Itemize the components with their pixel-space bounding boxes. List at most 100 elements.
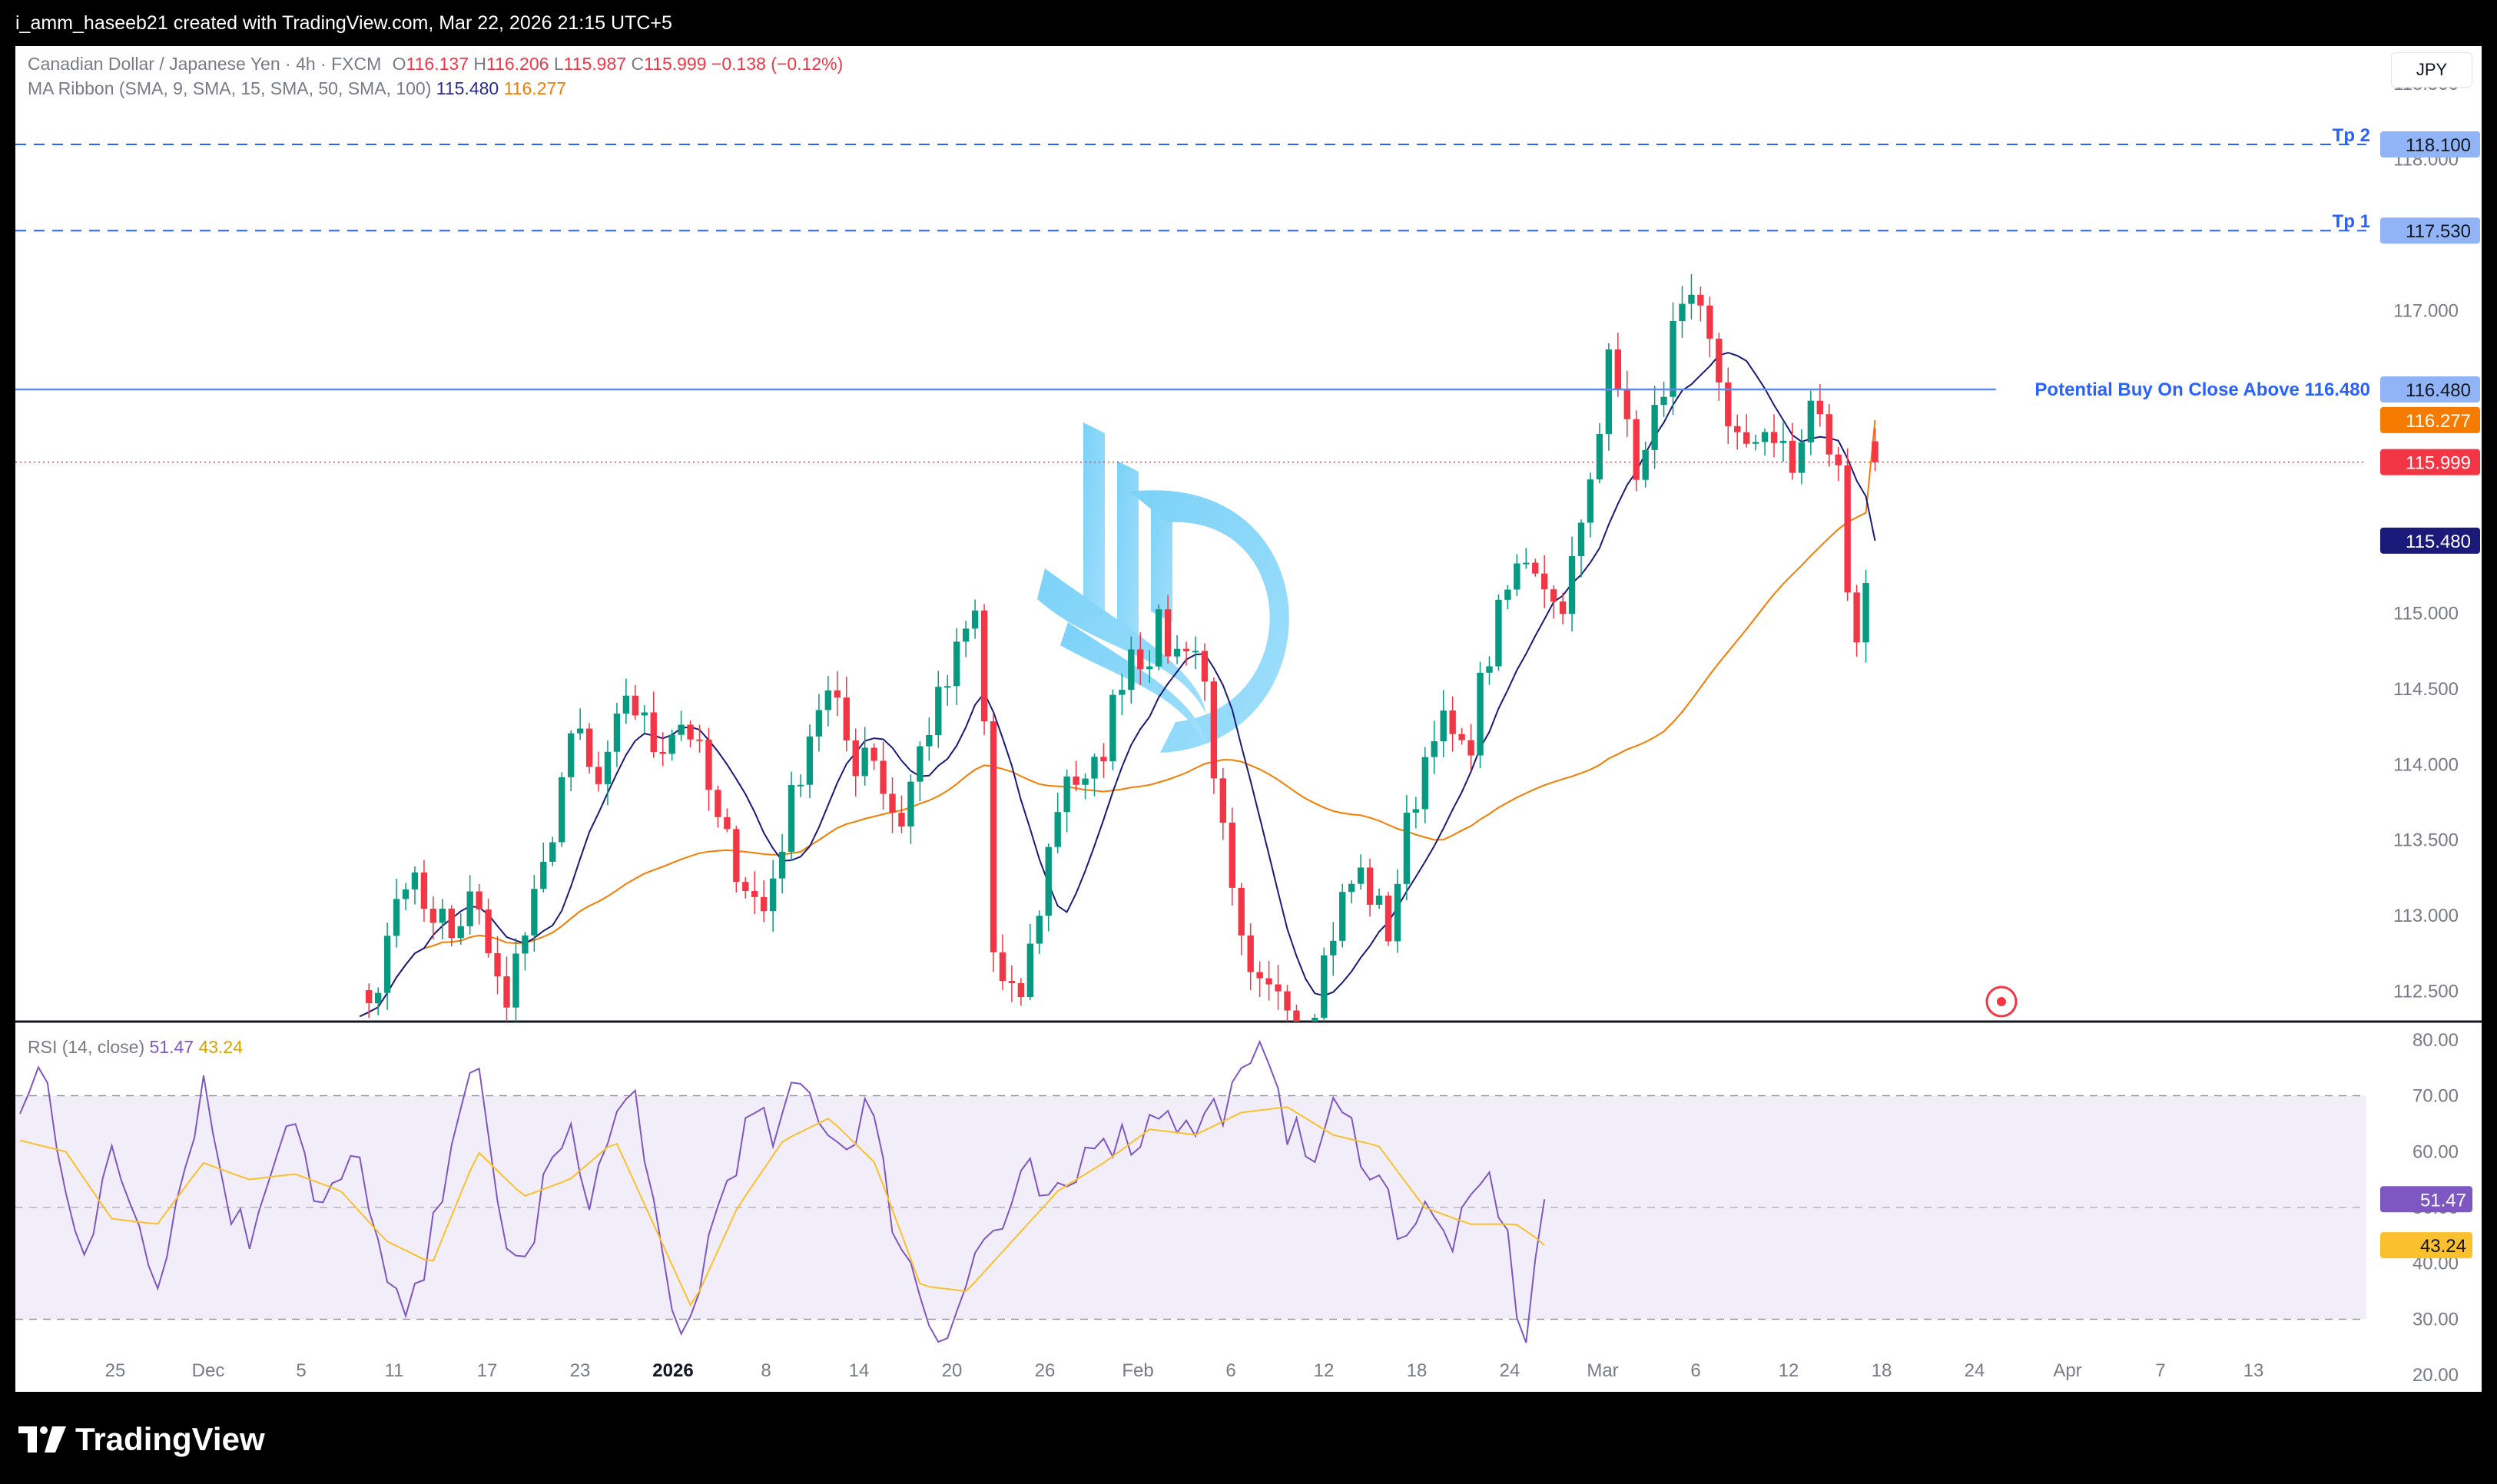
candle-body [1008, 980, 1016, 983]
ohlc-low-label: L [553, 54, 564, 74]
ma-ribbon-legend[interactable]: MA Ribbon (SMA, 9, SMA, 15, SMA, 50, SMA… [28, 78, 566, 99]
candle-body [1770, 432, 1778, 443]
candle-body [1017, 982, 1025, 998]
candle-body [1063, 776, 1070, 813]
candle-body [1321, 955, 1328, 1019]
candle-body [1357, 867, 1365, 884]
chart-frame[interactable]: 118.500118.000117.000116.500115.000114.5… [15, 46, 2482, 1392]
candle-body [1596, 434, 1603, 480]
candle-body [742, 882, 749, 892]
candle-body [1623, 389, 1630, 419]
time-axis[interactable]: 25 Dec 5 11 17 23 2026 8 14 20 26 Feb 6 12 18 24 Mar 6 12 1… [105, 1360, 2264, 1381]
time-tick-label: 26 [1035, 1360, 1056, 1381]
rsi-value-tag-label: 43.24 [2420, 1236, 2466, 1257]
candle-body [429, 909, 437, 923]
candle-body [1403, 813, 1411, 884]
symbol-legend[interactable]: Canadian Dollar / Japanese Yen · 4h · FX… [28, 54, 843, 75]
candle-body [705, 739, 712, 790]
candle-body [1752, 442, 1759, 444]
candle-body [1568, 556, 1576, 614]
price-marker-label: 115.480 [2406, 532, 2471, 552]
candle-body [962, 628, 970, 642]
candle-body [1743, 432, 1750, 444]
time-tick-label: 2026 [652, 1360, 693, 1381]
candle-body [834, 690, 841, 698]
ohlc-open-label: O [392, 54, 406, 74]
candle-body [1779, 440, 1787, 443]
candle-body [1449, 710, 1456, 734]
currency-button[interactable]: JPY [2391, 52, 2472, 88]
candle-body [1421, 757, 1428, 810]
rsi-tick-label: 20.00 [2412, 1365, 2459, 1386]
ohlc-open-value: 116.137 [406, 54, 469, 74]
candle-body [383, 936, 391, 993]
candle-body [1523, 562, 1530, 565]
candle-body [1312, 1018, 1318, 1022]
candle-body [724, 817, 731, 830]
candle-body [917, 746, 924, 782]
candle-body [1541, 573, 1548, 590]
candle-body [1844, 465, 1851, 593]
candle-body [678, 724, 685, 735]
candle-body [889, 793, 896, 813]
candle-body [1532, 562, 1539, 574]
attribution-text: i_amm_haseeb21 created with TradingView.… [15, 12, 672, 34]
candle-body [1577, 522, 1585, 557]
candle-body [1807, 400, 1815, 442]
rsi-value-tag-label: 51.47 [2420, 1190, 2466, 1211]
target-icon[interactable] [1985, 985, 2018, 1018]
time-tick-label: 6 [1690, 1360, 1700, 1381]
change-value: −0.138 (−0.12%) [711, 54, 844, 74]
brand-name: TradingView [75, 1421, 265, 1457]
candle-body [715, 790, 721, 817]
watermark-logo [1037, 422, 1289, 753]
candle-body [1119, 690, 1126, 695]
candle-body [1670, 321, 1676, 397]
rsi-axis[interactable]: 80.0070.0060.0050.0040.0030.0020.0051.47… [2380, 1030, 2472, 1386]
candle-body [1559, 601, 1567, 614]
candle-body [1375, 896, 1383, 905]
candle-body [1238, 887, 1245, 936]
candle-body [880, 760, 887, 794]
candle-body [1394, 883, 1401, 942]
level-lines[interactable]: Tp 2 118.100 Tp 1 117.530 Potential Buy On C… [15, 125, 2480, 402]
time-tick-label: 18 [1872, 1360, 1892, 1381]
candle-body [1514, 563, 1520, 590]
chart-canvas[interactable]: 118.500118.000117.000116.500115.000114.5… [15, 46, 2482, 1392]
time-tick-label: 6 [1225, 1360, 1235, 1381]
time-tick-label: 13 [2243, 1360, 2264, 1381]
ma-value-slow: 116.277 [503, 78, 567, 98]
time-tick-label: 20 [942, 1360, 963, 1381]
candle-body [1137, 649, 1144, 670]
candle-body [512, 953, 519, 1008]
candle-body [1192, 651, 1199, 653]
candle-body [585, 728, 593, 767]
time-tick-label: 12 [1314, 1360, 1335, 1381]
candle-body [1706, 305, 1713, 339]
candle-body [1265, 978, 1272, 985]
candle-body [1219, 778, 1227, 823]
candle-body [806, 736, 814, 785]
candle-body [1045, 846, 1052, 916]
candle-body [393, 899, 400, 936]
candle-body [861, 747, 868, 777]
candle-body [439, 908, 446, 923]
level-label-bg [1995, 369, 2373, 394]
rsi-legend[interactable]: RSI (14, close) 51.47 43.24 [28, 1037, 243, 1058]
candle-body [1550, 589, 1557, 602]
rsi-line [19, 1039, 1546, 1343]
level-label: Tp 1 [2333, 211, 2370, 232]
rsi-tick-label: 70.00 [2412, 1086, 2459, 1107]
tradingview-logo[interactable]: TradingView [18, 1421, 265, 1458]
candle-body [522, 935, 529, 954]
candle-body [1651, 405, 1658, 450]
candle-body [1440, 710, 1447, 742]
price-tick-label: 113.000 [2393, 906, 2459, 926]
price-tick-label: 112.500 [2393, 982, 2459, 1002]
candle-body [567, 733, 575, 777]
candle-body [1660, 396, 1667, 406]
candle-body [1384, 896, 1392, 942]
rsi-tick-label: 80.00 [2412, 1030, 2459, 1051]
candle-body [1605, 349, 1613, 435]
candle-body [613, 713, 621, 752]
